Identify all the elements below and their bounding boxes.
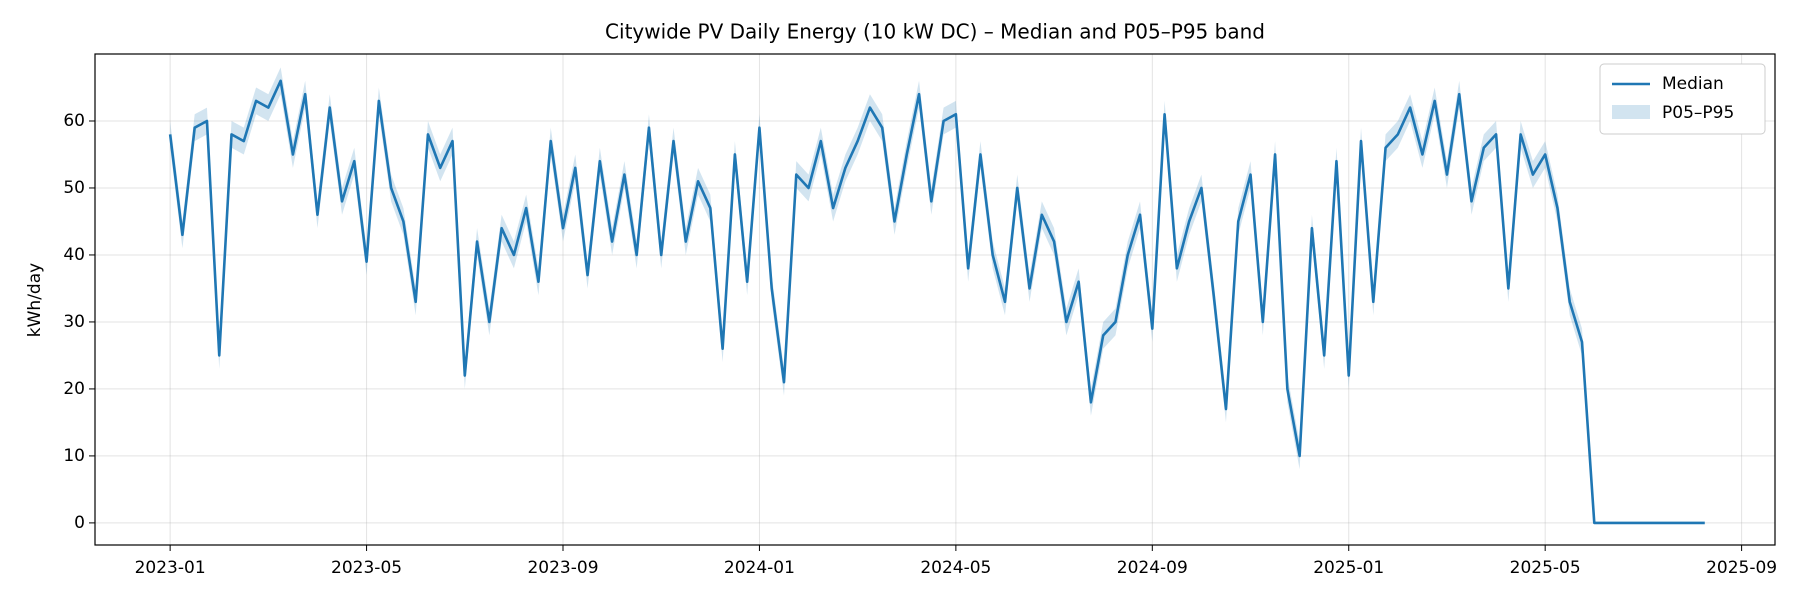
x-tick-label: 2023-01 xyxy=(135,558,206,578)
chart-title: Citywide PV Daily Energy (10 kW DC) – Me… xyxy=(605,20,1265,44)
x-tick-label: 2023-05 xyxy=(331,558,402,578)
x-tick-label: 2024-05 xyxy=(920,558,991,578)
legend-box xyxy=(1599,63,1766,135)
y-tick-label: 40 xyxy=(63,245,85,265)
y-tick-label: 10 xyxy=(63,446,85,466)
y-tick-label: 30 xyxy=(63,312,85,332)
x-tick-label: 2024-01 xyxy=(724,558,795,578)
y-tick-label: 20 xyxy=(63,379,85,399)
y-tick-label: 0 xyxy=(74,513,85,533)
plot-frame xyxy=(94,53,1776,546)
x-tick-label: 2024-09 xyxy=(1117,558,1188,578)
x-tick-label: 2025-09 xyxy=(1706,558,1777,578)
legend-label: P05–P95 xyxy=(1662,103,1734,123)
x-tick-label: 2025-05 xyxy=(1510,558,1581,578)
legend-swatch xyxy=(1612,105,1650,119)
x-tick-label: 2025-01 xyxy=(1313,558,1384,578)
y-tick-label: 50 xyxy=(63,178,85,198)
y-axis-label: kWh/day xyxy=(25,263,45,337)
x-tick-label: 2023-09 xyxy=(527,558,598,578)
legend-label: Median xyxy=(1662,74,1724,94)
median-line xyxy=(168,79,1705,525)
y-tick-label: 60 xyxy=(63,111,85,131)
